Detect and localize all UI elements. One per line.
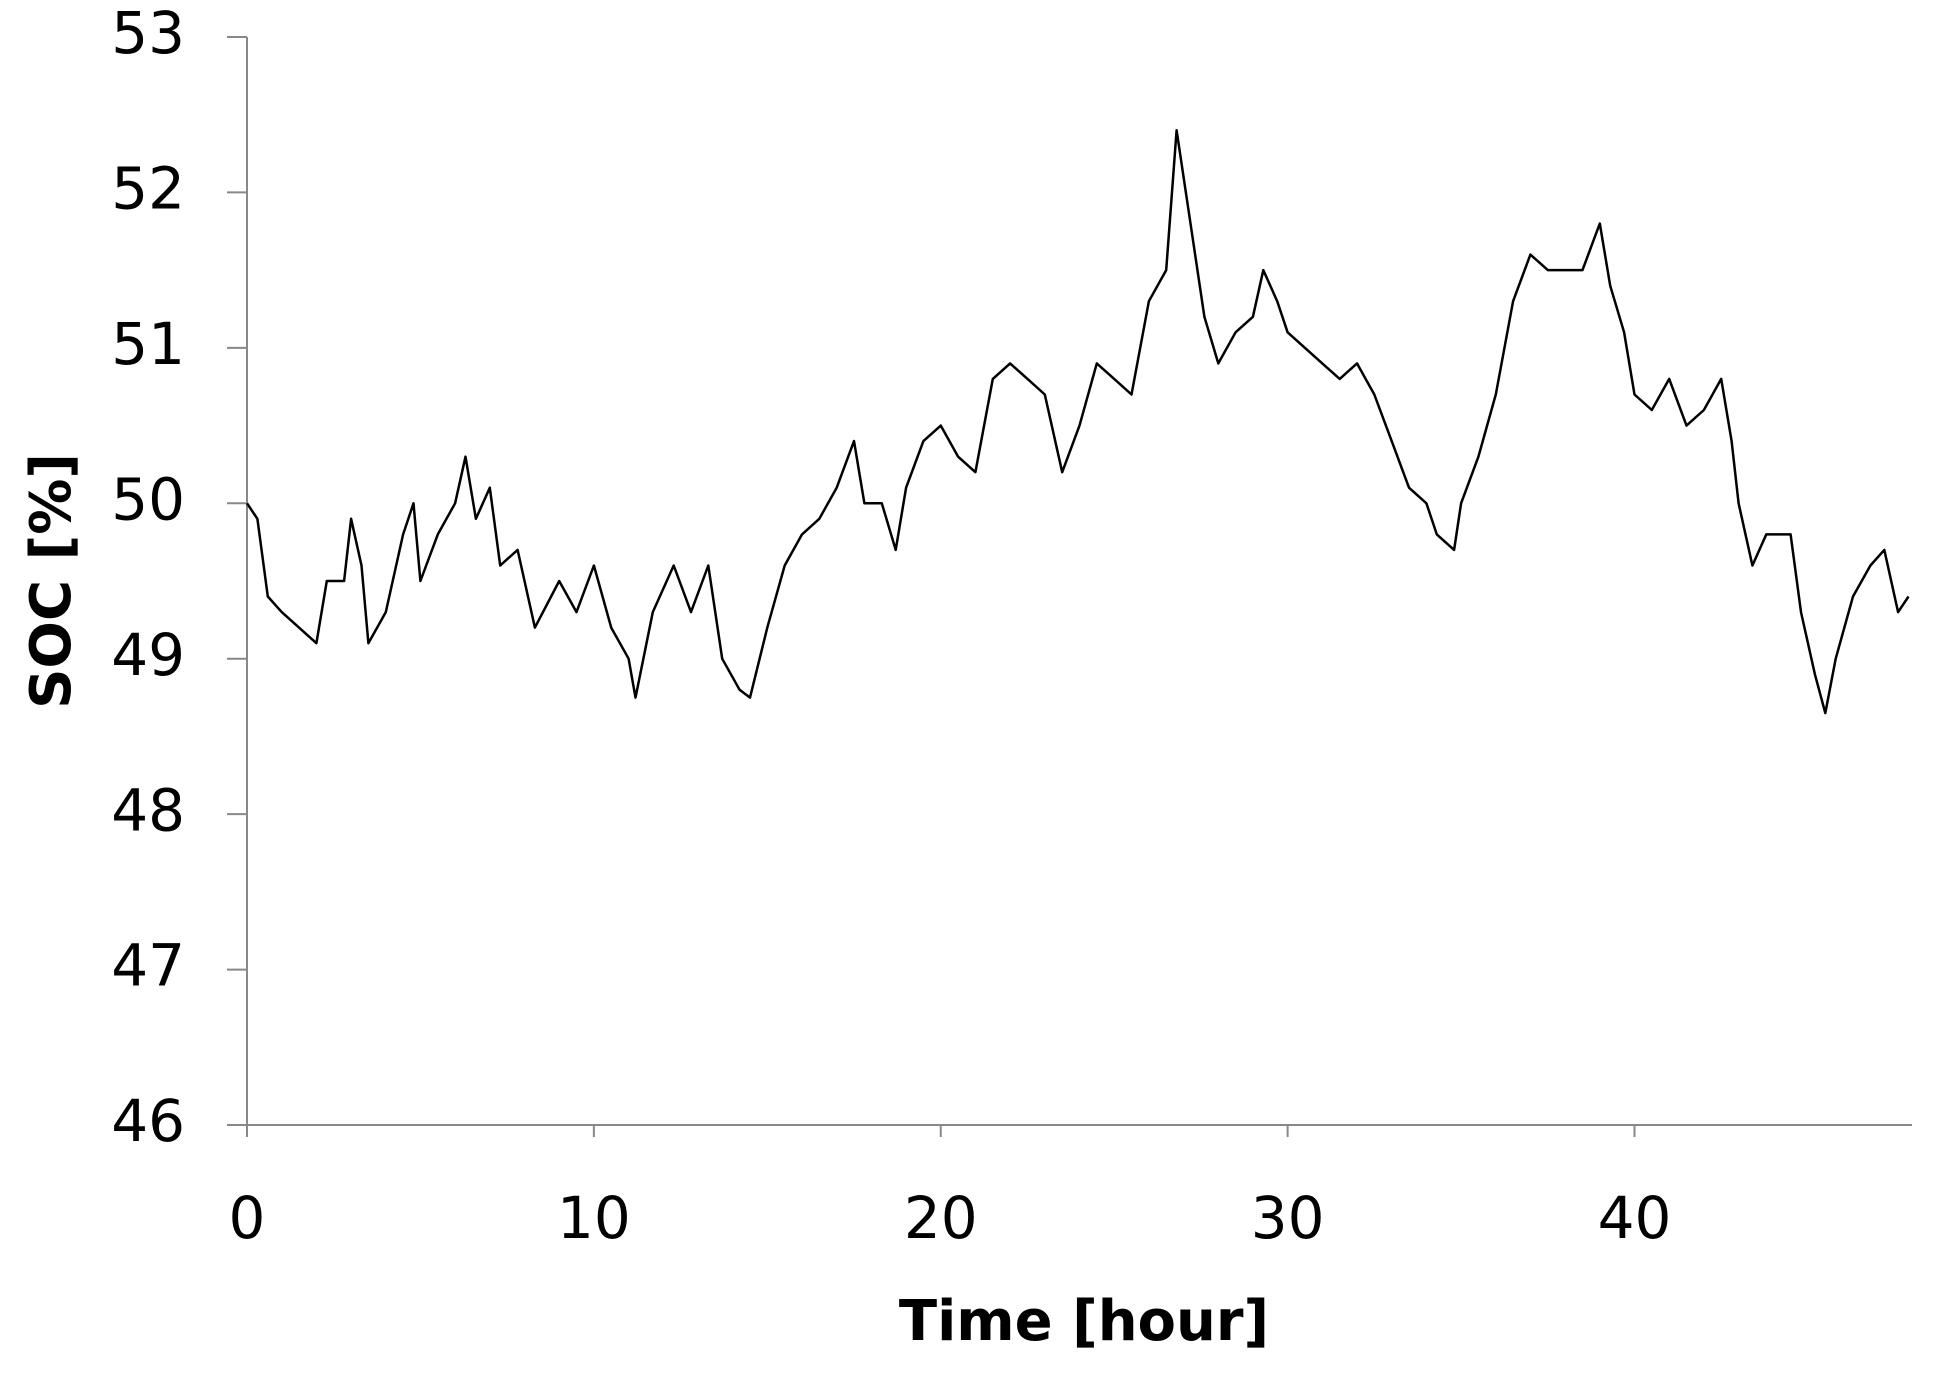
series-line	[245, 129, 1910, 715]
y-tick-label: 47	[111, 932, 185, 1000]
x-tick-label: 10	[557, 1184, 631, 1252]
y-tick-label: 46	[111, 1087, 185, 1155]
x-tick-label: 40	[1598, 1184, 1672, 1252]
x-axis-title: Time [hour]	[899, 1289, 1269, 1354]
y-tick-label: 51	[111, 310, 185, 378]
x-tick-label: 30	[1251, 1184, 1325, 1252]
y-tick-label: 48	[111, 776, 185, 844]
y-tick-label: 50	[111, 465, 185, 533]
x-tick-label: 20	[904, 1184, 978, 1252]
y-tick-label: 49	[111, 621, 185, 689]
y-axis-title: SOC [%]	[19, 453, 84, 709]
x-tick-label: 0	[229, 1184, 266, 1252]
y-tick-label: 52	[111, 155, 185, 223]
y-tick-label: 53	[111, 0, 185, 67]
